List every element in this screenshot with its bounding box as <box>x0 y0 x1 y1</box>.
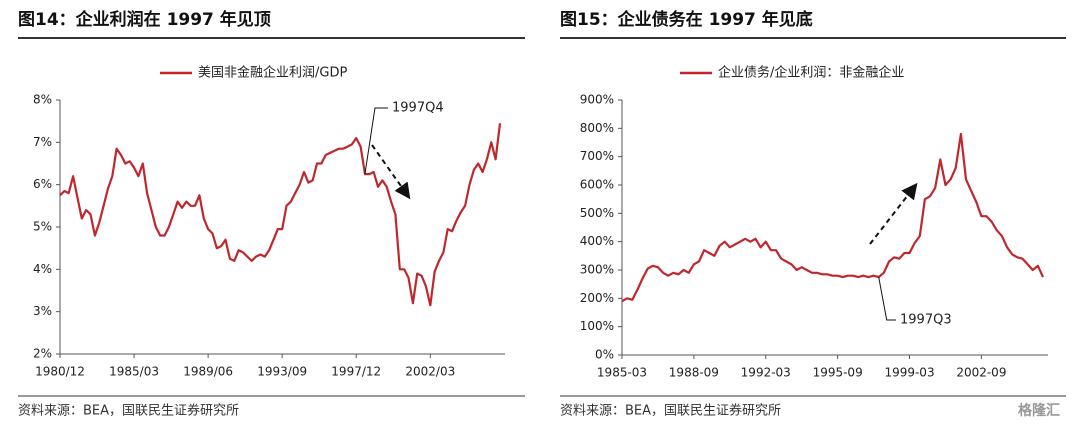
y-tick-label: 200% <box>580 291 614 305</box>
x-tick-label: 1995-09 <box>813 366 863 380</box>
y-tick-label: 2% <box>33 347 52 361</box>
y-tick-label: 6% <box>33 177 52 191</box>
annotation: 1997Q3 <box>900 313 952 328</box>
trend-arrow <box>371 144 411 200</box>
y-tick-label: 600% <box>580 178 614 192</box>
y-tick-label: 100% <box>580 319 614 333</box>
chart-title: 图15：企业债务在 1997 年见底 <box>560 9 813 30</box>
y-tick-label: 7% <box>33 135 52 149</box>
x-tick-label: 1992-03 <box>741 366 791 380</box>
legend-label: 美国非金融企业利润/GDP <box>198 65 347 81</box>
source-note: 资料来源：BEA，国联民生证券研究所 <box>18 403 239 419</box>
y-tick-label: 300% <box>580 263 614 277</box>
source-note: 资料来源：BEA，国联民生证券研究所 <box>560 403 781 419</box>
y-tick-label: 700% <box>580 149 614 163</box>
x-tick-label: 1989/06 <box>183 365 233 379</box>
y-tick-label: 4% <box>33 262 52 276</box>
y-tick-label: 3% <box>33 304 52 318</box>
x-tick-label: 1985/03 <box>109 365 159 379</box>
y-tick-label: 900% <box>580 93 614 107</box>
x-tick-label: 1988-09 <box>669 366 719 380</box>
y-tick-label: 0% <box>595 348 614 362</box>
x-tick-label: 1999-03 <box>884 366 934 380</box>
legend-label: 企业债务/企业利润：非金融企业 <box>718 65 904 81</box>
x-tick-label: 1985-03 <box>597 366 647 380</box>
y-tick-label: 800% <box>580 121 614 135</box>
annotation: 1997Q4 <box>392 101 444 116</box>
y-tick-label: 8% <box>33 93 52 107</box>
y-tick-label: 5% <box>33 220 52 234</box>
data-line <box>59 123 502 307</box>
annotation-leader <box>878 276 896 321</box>
trend-arrow <box>869 182 918 245</box>
chart-title: 图14：企业利润在 1997 年见顶 <box>18 9 271 30</box>
x-tick-label: 1980/12 <box>35 365 85 379</box>
x-tick-label: 2002-09 <box>956 366 1006 380</box>
y-tick-label: 500% <box>580 206 614 220</box>
watermark: 格隆汇 <box>1018 402 1060 419</box>
annotation-leader <box>364 107 388 175</box>
x-tick-label: 1993/09 <box>257 365 307 379</box>
x-tick-label: 2002/03 <box>405 365 455 379</box>
data-line <box>621 132 1045 303</box>
x-tick-label: 1997/12 <box>331 365 381 379</box>
y-tick-label: 400% <box>580 234 614 248</box>
